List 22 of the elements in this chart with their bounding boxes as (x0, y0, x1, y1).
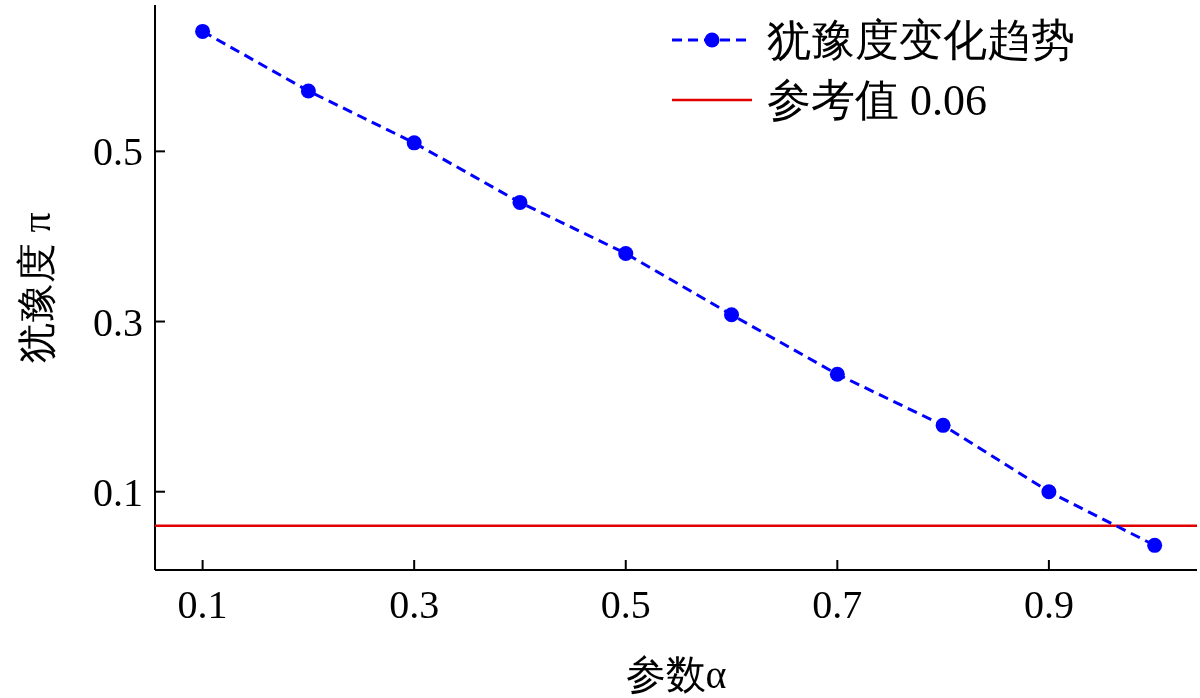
x-tick-label: 0.9 (1023, 582, 1074, 627)
x-axis-title: 参数α (625, 652, 727, 697)
y-tick-label: 0.1 (93, 469, 143, 515)
point (724, 307, 740, 323)
point (935, 417, 951, 433)
y-tick-label: 0.3 (93, 299, 143, 345)
point (1041, 484, 1057, 500)
x-tick-label: 0.1 (177, 582, 228, 627)
point (1147, 537, 1163, 553)
x-tick-label: 0.7 (812, 582, 863, 627)
point (195, 23, 211, 39)
point (512, 194, 528, 210)
y-axis-title: 犹豫度 π (14, 212, 59, 363)
y-tick-label: 0.5 (93, 129, 143, 175)
legend-label: 参考值 0.06 (767, 76, 987, 125)
x-tick-label: 0.3 (389, 582, 440, 627)
point (618, 245, 634, 261)
point (829, 366, 845, 382)
legend-label: 犹豫度变化趋势 (767, 16, 1075, 65)
point (300, 83, 316, 99)
x-tick-label: 0.5 (600, 582, 651, 627)
point (406, 135, 422, 151)
